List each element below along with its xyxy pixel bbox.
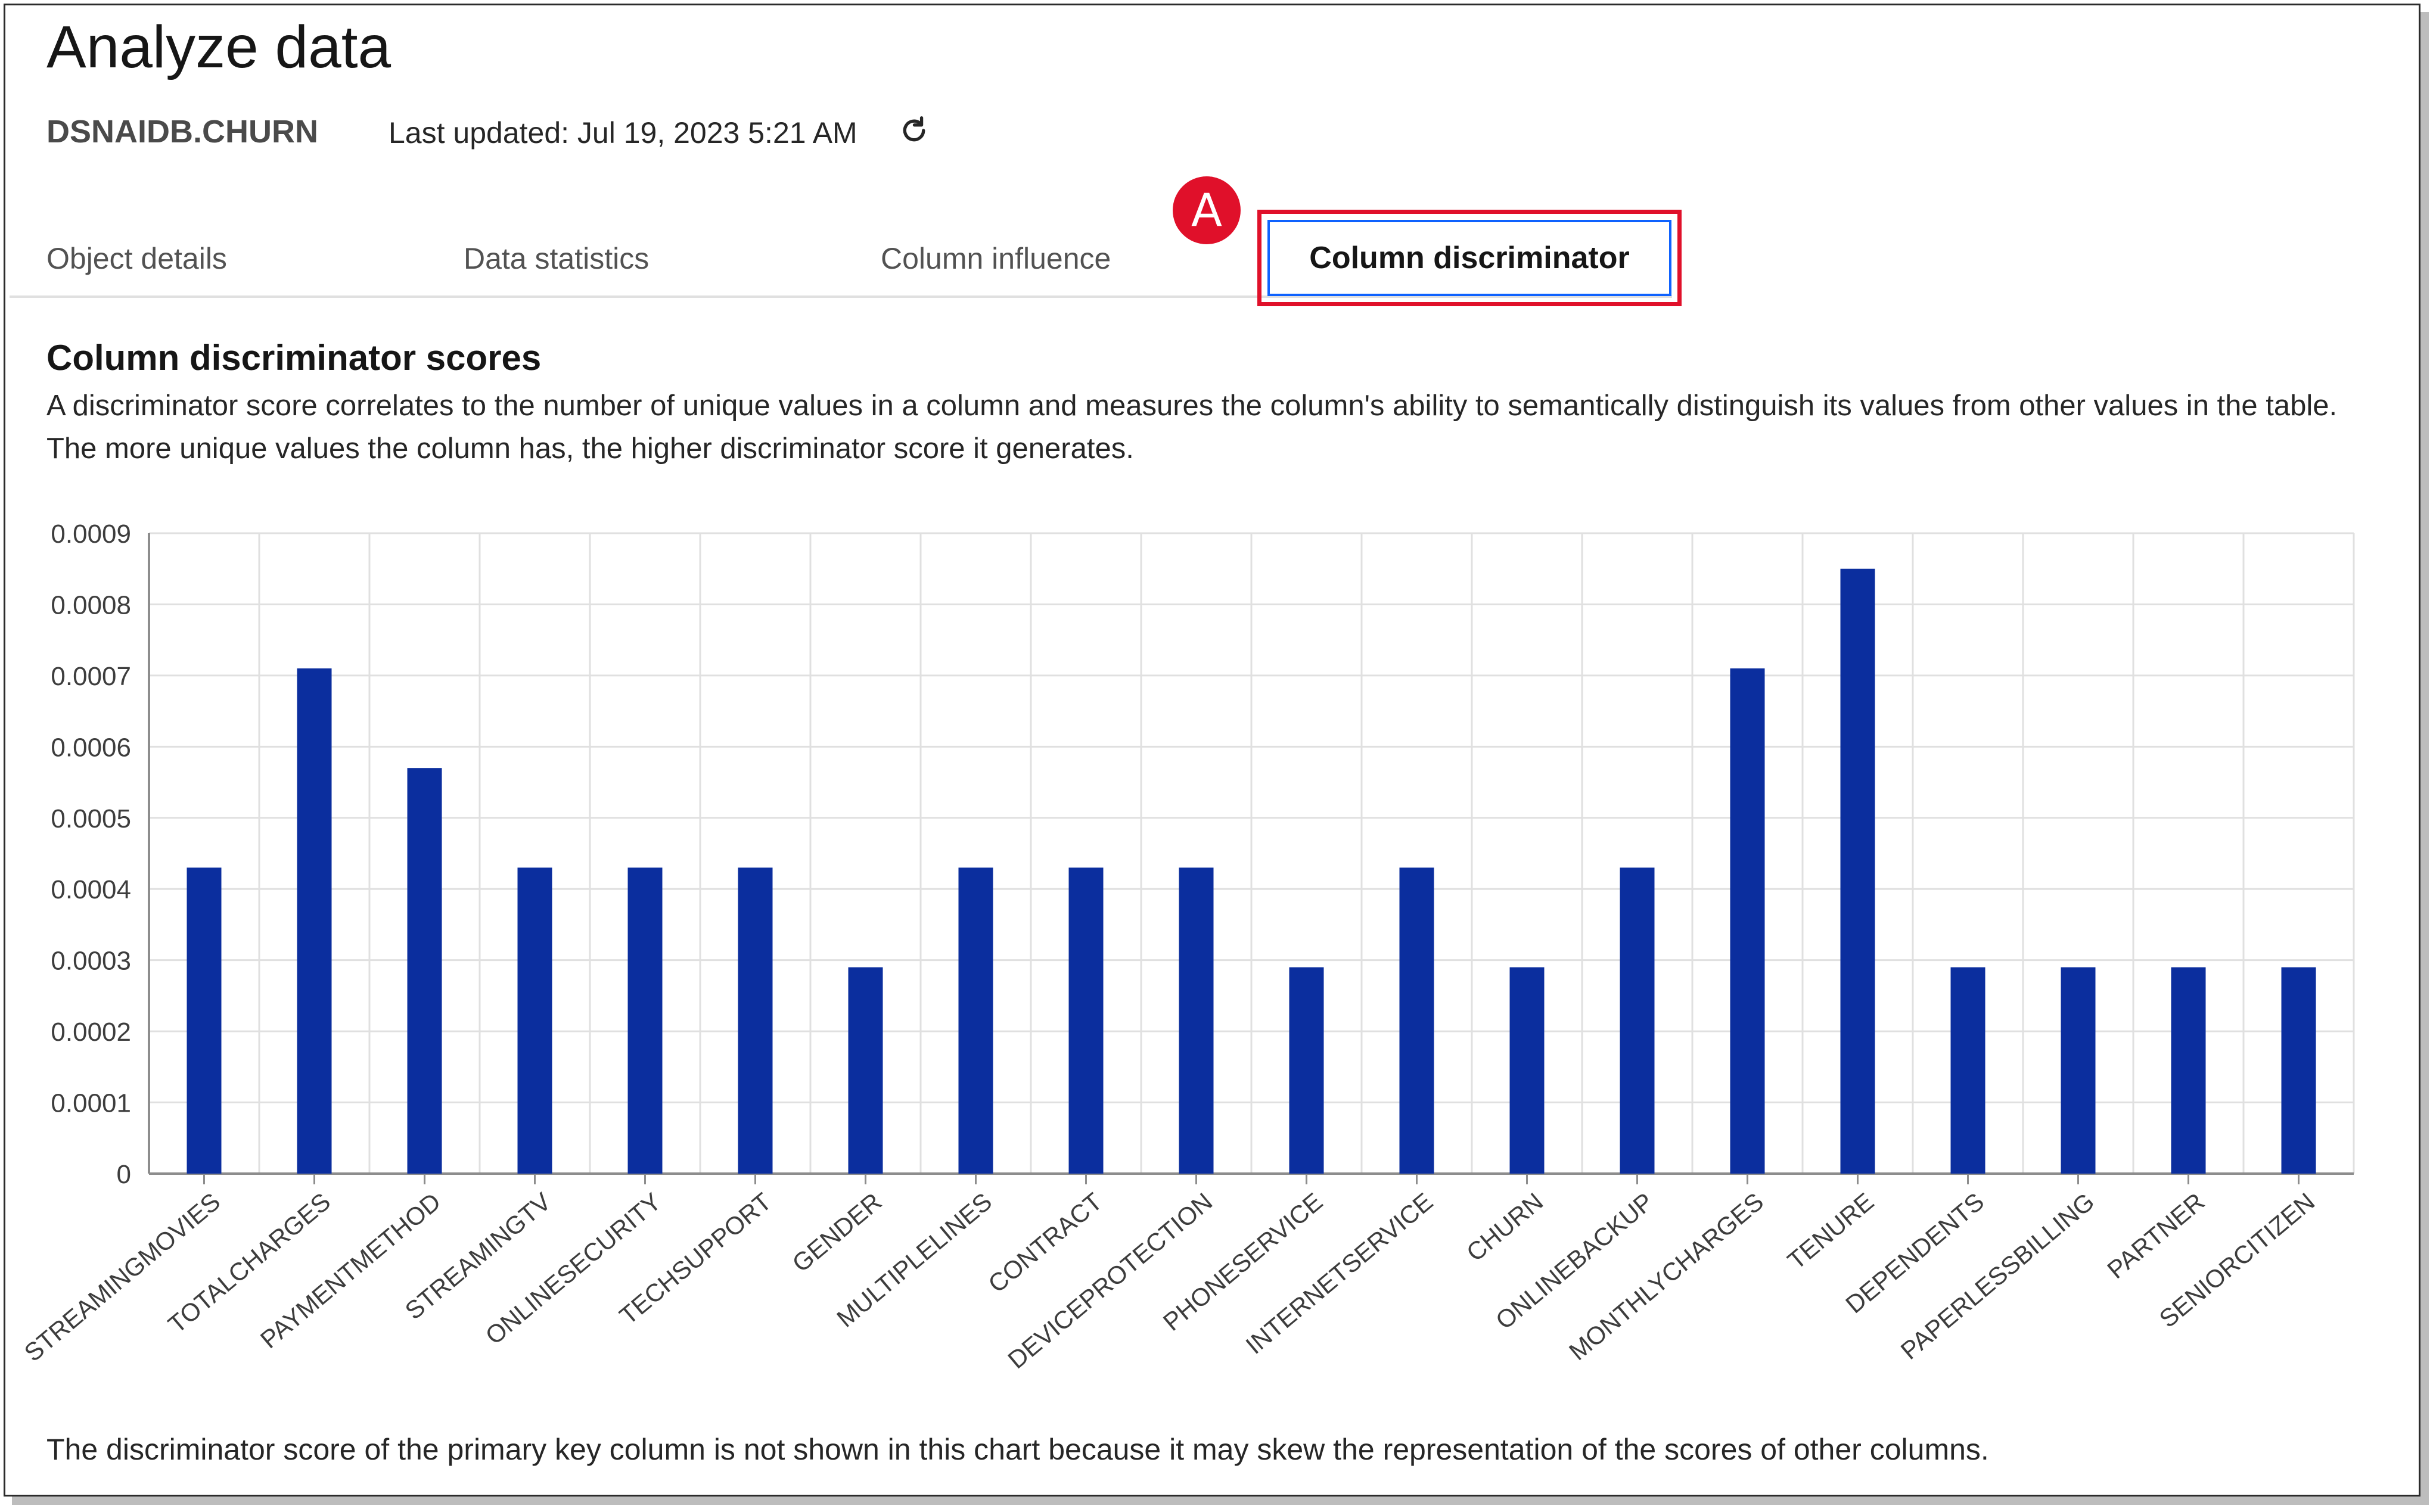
- bar-seniorcitizen: [2281, 967, 2316, 1174]
- tab-underline: [10, 295, 1672, 298]
- bar-tenure: [1840, 568, 1875, 1174]
- refresh-icon[interactable]: [897, 113, 931, 148]
- tab-column-discriminator-label: Column discriminator: [1267, 220, 1671, 296]
- bar-gender: [848, 967, 883, 1174]
- page-title: Analyze data: [46, 14, 391, 80]
- bar-monthlycharges: [1730, 668, 1765, 1174]
- tab-column-influence[interactable]: Column influence: [881, 242, 1111, 275]
- window-frame: [4, 4, 2420, 1497]
- discriminator-bar-chart: 0 0.0001 0.0002 0.0003 0.0004 0.0005 0.0006 0.0…: [19, 519, 2355, 1374]
- y-tick-label: 0.0008: [51, 590, 131, 620]
- x-tick-label: CHURN: [1461, 1187, 1548, 1267]
- tab-data-statistics[interactable]: Data statistics: [464, 242, 650, 275]
- bar-internetservice: [1399, 867, 1434, 1174]
- y-tick-label: 0.0007: [51, 662, 131, 691]
- y-tick-label: 0.0002: [51, 1018, 131, 1047]
- bar-paperlessbilling: [2061, 967, 2096, 1174]
- x-tick-label: MONTHLYCHARGES: [1564, 1187, 1769, 1366]
- bar-streamingtv: [517, 867, 552, 1174]
- callout-badge: A: [1173, 176, 1241, 244]
- x-tick-label: PAPERLESSBILLING: [1896, 1187, 2100, 1365]
- y-tick-label: 0.0005: [51, 804, 131, 833]
- bar-dependents: [1950, 967, 1985, 1174]
- bar-onlinesecurity: [627, 867, 663, 1174]
- tab-column-discriminator[interactable]: Column discriminator: [1257, 210, 1682, 306]
- x-tick-label: ONLINESECURITY: [480, 1187, 667, 1350]
- footnote: The discriminator score of the primary k…: [46, 1433, 1989, 1466]
- bar-totalcharges: [297, 668, 332, 1174]
- bar-churn: [1509, 967, 1545, 1174]
- x-tick-label: STREAMINGMOVIES: [19, 1187, 226, 1367]
- table-name: DSNAIDB.CHURN: [46, 114, 318, 150]
- tab-list: Object details Data statistics Column in…: [10, 220, 1672, 297]
- x-tick-label: INTERNETSERVICE: [1241, 1187, 1438, 1359]
- bar-phoneservice: [1289, 967, 1324, 1174]
- bar-deviceprotection: [1179, 867, 1214, 1174]
- x-tick-label: PAYMENTMETHOD: [255, 1187, 446, 1354]
- section-title: Column discriminator scores: [46, 338, 542, 378]
- tab-object-details[interactable]: Object details: [46, 242, 227, 275]
- x-tick-label: PARTNER: [2102, 1187, 2210, 1284]
- bar-techsupport: [738, 867, 773, 1174]
- bar-paymentmethod: [407, 768, 442, 1174]
- bar-partner: [2171, 967, 2206, 1174]
- x-tick-label: DEVICEPROTECTION: [1002, 1187, 1217, 1374]
- section-description: A discriminator score correlates to the …: [46, 390, 2338, 465]
- bar-multiplelines: [958, 867, 993, 1174]
- y-tick-label: 0.0009: [51, 519, 131, 549]
- bar-streamingmovies: [187, 867, 222, 1174]
- y-tick-label: 0.0006: [51, 733, 131, 762]
- last-updated-text: Last updated: Jul 19, 2023 5:21 AM: [389, 116, 857, 150]
- y-tick-label: 0.0001: [51, 1089, 131, 1118]
- bar-onlinebackup: [1620, 867, 1655, 1174]
- x-tick-label: GENDER: [787, 1187, 887, 1278]
- y-tick-label: 0: [117, 1160, 131, 1189]
- y-tick-label: 0.0003: [51, 947, 131, 976]
- y-tick-label: 0.0004: [51, 875, 131, 904]
- x-tick-label: TENURE: [1782, 1187, 1879, 1275]
- bar-contract: [1068, 867, 1104, 1174]
